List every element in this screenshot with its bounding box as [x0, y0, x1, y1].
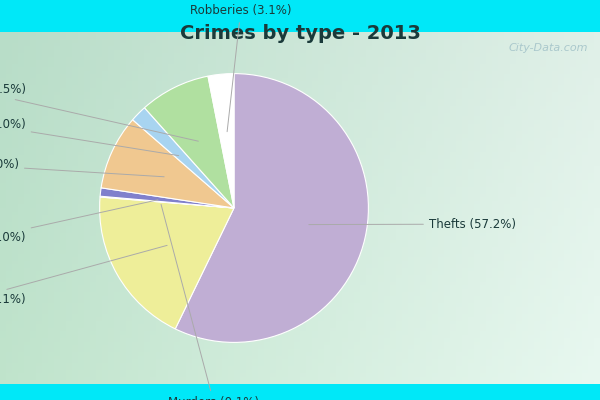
Text: Burglaries (19.1%): Burglaries (19.1%): [0, 245, 167, 306]
Wedge shape: [145, 76, 234, 208]
Wedge shape: [175, 74, 368, 342]
Wedge shape: [100, 197, 234, 329]
Text: City-Data.com: City-Data.com: [509, 42, 588, 52]
Text: Robberies (3.1%): Robberies (3.1%): [190, 4, 292, 132]
Text: Rapes (2.0%): Rapes (2.0%): [0, 118, 179, 156]
Text: Crimes by type - 2013: Crimes by type - 2013: [179, 24, 421, 43]
Text: Assaults (9.0%): Assaults (9.0%): [0, 158, 164, 177]
Wedge shape: [101, 120, 234, 208]
Wedge shape: [100, 196, 234, 208]
Text: Auto thefts (8.5%): Auto thefts (8.5%): [0, 83, 199, 141]
Text: Thefts (57.2%): Thefts (57.2%): [309, 218, 516, 231]
Wedge shape: [100, 188, 234, 208]
Text: Arson (1.0%): Arson (1.0%): [0, 200, 158, 244]
Text: Murders (0.1%): Murders (0.1%): [161, 204, 259, 400]
Wedge shape: [133, 108, 234, 208]
Wedge shape: [208, 74, 234, 208]
